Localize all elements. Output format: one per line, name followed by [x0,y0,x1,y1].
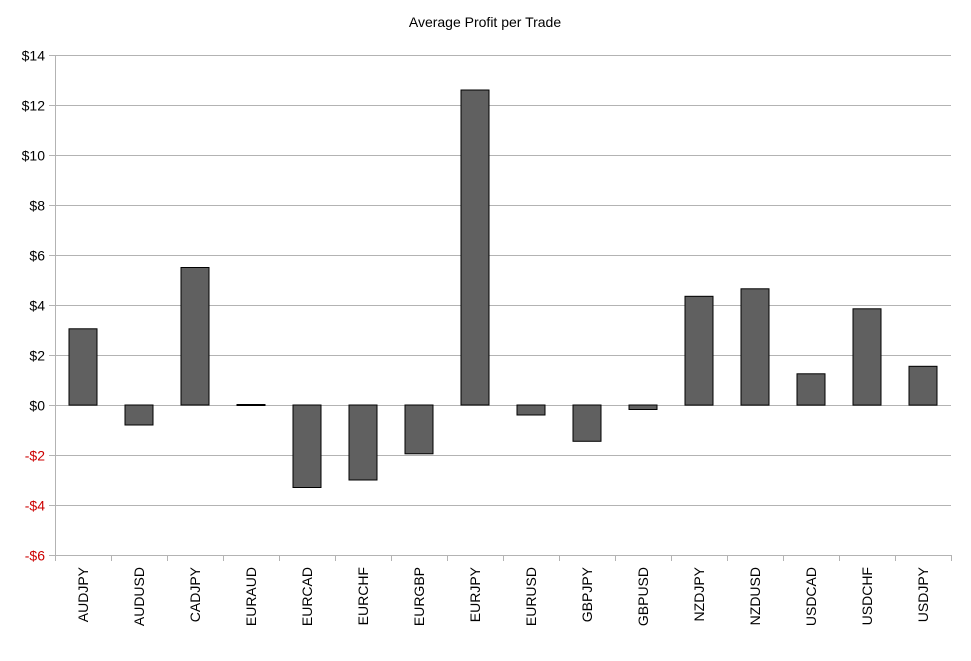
y-tick-label: $10 [22,148,46,164]
y-tick-label: $0 [29,398,45,414]
x-tick-label: USDJPY [915,566,931,622]
bar-eurjpy [460,89,490,406]
bar-eurcad [292,404,322,488]
x-tick-label: AUDJPY [75,566,91,622]
bar-audjpy [68,328,98,406]
x-tick-label: AUDUSD [131,567,147,626]
bar-gbpusd [628,404,658,410]
bar-euraud [236,404,266,406]
y-tick-label: $4 [29,298,45,314]
x-tick-label: GBPUSD [635,567,651,626]
x-tick-label: USDCAD [803,567,819,626]
x-tick-label: EURCHF [355,567,371,625]
bar-cadjpy [180,267,210,406]
x-axis-ticks: AUDJPY AUDUSD CADJPY EURAUD EURCAD EURCHF EURG… [75,566,931,626]
bar-gbpjpy [572,404,602,442]
chart-title: Average Profit per Trade [409,14,561,30]
bar-nzdjpy [684,295,714,406]
bar-usdjpy [908,365,938,406]
y-axis-ticks: $14 $12 $10 $8 $6 $4 $2 $0 -$2 -$4 -$6 [22,48,46,564]
y-tick-label: $12 [22,98,46,114]
y-tick-label: $6 [29,248,45,264]
x-tick-label: NZDJPY [691,566,707,621]
y-tick-label: $14 [22,48,46,64]
y-tick-label: $2 [29,348,45,364]
bar-audusd [124,404,154,426]
y-tick-label: -$4 [25,498,45,514]
x-tick-label: EURUSD [523,567,539,626]
bar-eurusd [516,404,546,416]
x-tick-label: EURAUD [243,567,259,626]
bar-usdcad [796,373,826,406]
bar-eurchf [348,404,378,481]
y-tick-label: -$6 [25,548,45,564]
x-tick-label: NZDUSD [747,567,763,625]
x-tick-label: EURGBP [411,567,427,626]
x-tick-label: GBPJPY [579,566,595,622]
y-tick-label: $8 [29,198,45,214]
bar-eurgbp [404,404,434,455]
bar-nzdusd [740,288,770,406]
x-tick-label: EURCAD [299,567,315,626]
y-tick-label: -$2 [25,448,45,464]
bars [68,89,938,488]
x-tick-label: CADJPY [187,566,203,622]
x-tick-label: EURJPY [467,566,483,622]
x-tick-label: USDCHF [859,567,875,625]
bar-usdchf [852,308,882,406]
